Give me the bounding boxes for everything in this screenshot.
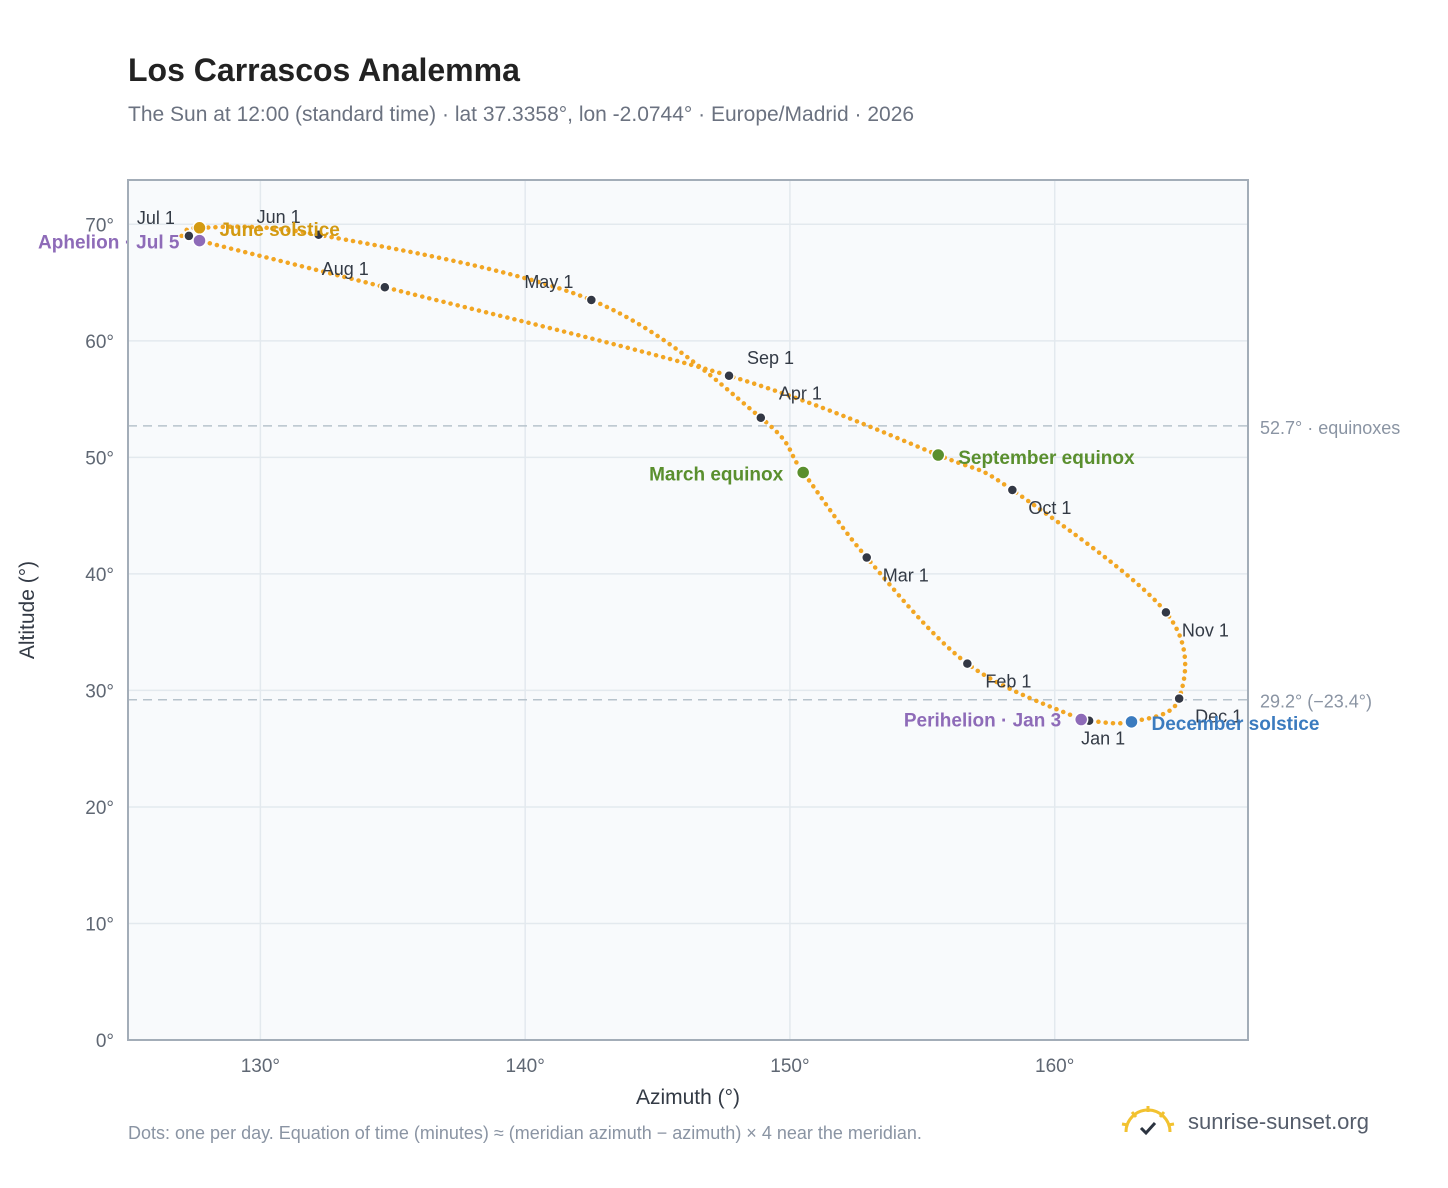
plot-area bbox=[128, 180, 1248, 1040]
axes: 130° 140° 150° 160°0°10°20°30°40°50°60°70°A… bbox=[16, 215, 1074, 1109]
chart-title: Los Carrascos Analemma bbox=[128, 52, 520, 88]
y-tick-label: 40° bbox=[85, 565, 114, 586]
month-label: Jan 1 bbox=[1081, 729, 1125, 749]
event-label: Aphelion · Jul 5 bbox=[38, 233, 180, 254]
month-marker bbox=[1173, 692, 1185, 705]
y-tick-label: 30° bbox=[85, 681, 114, 702]
month-label: Aug 1 bbox=[322, 259, 369, 279]
event-marker bbox=[1073, 712, 1089, 727]
event-marker bbox=[192, 220, 207, 236]
x-tick-label: 130° bbox=[241, 1056, 280, 1077]
month-marker bbox=[1006, 484, 1019, 496]
event-marker bbox=[192, 233, 207, 248]
chart-subtitle: The Sun at 12:00 (standard time) · lat 3… bbox=[128, 103, 915, 126]
month-marker bbox=[183, 230, 195, 242]
month-label: Mar 1 bbox=[883, 566, 929, 586]
footnote: Dots: one per day. Equation of time (min… bbox=[128, 1123, 922, 1143]
month-marker bbox=[961, 657, 974, 670]
y-tick-label: 60° bbox=[85, 332, 114, 353]
month-marker bbox=[312, 229, 325, 241]
event-marker bbox=[1124, 714, 1139, 730]
month-label: Jun 1 bbox=[257, 207, 301, 227]
month-label: Nov 1 bbox=[1182, 620, 1229, 640]
y-tick-label: 50° bbox=[85, 448, 114, 469]
x-tick-label: 160° bbox=[1035, 1056, 1074, 1077]
event-label: March equinox bbox=[649, 464, 784, 485]
event-label: Perihelion · Jan 3 bbox=[904, 711, 1061, 732]
month-label: May 1 bbox=[524, 272, 573, 292]
brand[interactable]: sunrise-sunset.org bbox=[1120, 1104, 1369, 1140]
event-label: June solstice bbox=[219, 220, 339, 241]
month-markers: Jan 1 Feb 1 Mar 1 Apr 1 May 1 Jun 1 Jul 1 Aug 1… bbox=[137, 207, 1242, 749]
month-label: Jul 1 bbox=[137, 208, 175, 228]
month-label: Apr 1 bbox=[779, 384, 822, 404]
plot-frame bbox=[127, 179, 1249, 1041]
month-marker bbox=[860, 551, 873, 564]
month-marker bbox=[585, 294, 598, 306]
reference-line-label: 29.2° (−23.4°) bbox=[1260, 692, 1372, 712]
event-marker bbox=[795, 465, 811, 480]
reference-lines: 52.7° · equinoxes 29.2° (−23.4°) bbox=[128, 418, 1400, 712]
x-tick-label: 140° bbox=[506, 1056, 545, 1077]
y-tick-label: 0° bbox=[96, 1031, 114, 1052]
y-tick-label: 20° bbox=[85, 798, 114, 819]
month-marker bbox=[723, 370, 735, 382]
reference-line-label: 52.7° · equinoxes bbox=[1260, 418, 1400, 438]
brand-name: sunrise-sunset.org bbox=[1188, 1109, 1369, 1134]
event-label: December solstice bbox=[1151, 714, 1319, 735]
y-tick-label: 10° bbox=[85, 914, 114, 935]
event-markers: June solstice Aphelion · Jul 5 March equin… bbox=[38, 220, 1319, 735]
month-marker bbox=[1160, 606, 1172, 619]
x-tick-label: 150° bbox=[770, 1056, 809, 1077]
x-axis-label: Azimuth (°) bbox=[636, 1086, 740, 1109]
y-tick-label: 70° bbox=[85, 215, 114, 236]
y-axis-label: Altitude (°) bbox=[16, 561, 39, 659]
event-label: September equinox bbox=[958, 448, 1135, 469]
month-marker bbox=[755, 411, 767, 424]
month-label: Sep 1 bbox=[747, 348, 794, 368]
month-label: Feb 1 bbox=[985, 672, 1031, 692]
month-label: Oct 1 bbox=[1028, 498, 1071, 518]
event-marker bbox=[930, 447, 946, 463]
sun-logo-icon bbox=[1121, 1106, 1175, 1136]
month-label: Dec 1 bbox=[1195, 707, 1242, 727]
month-marker bbox=[379, 281, 391, 293]
grid bbox=[128, 180, 1248, 1041]
